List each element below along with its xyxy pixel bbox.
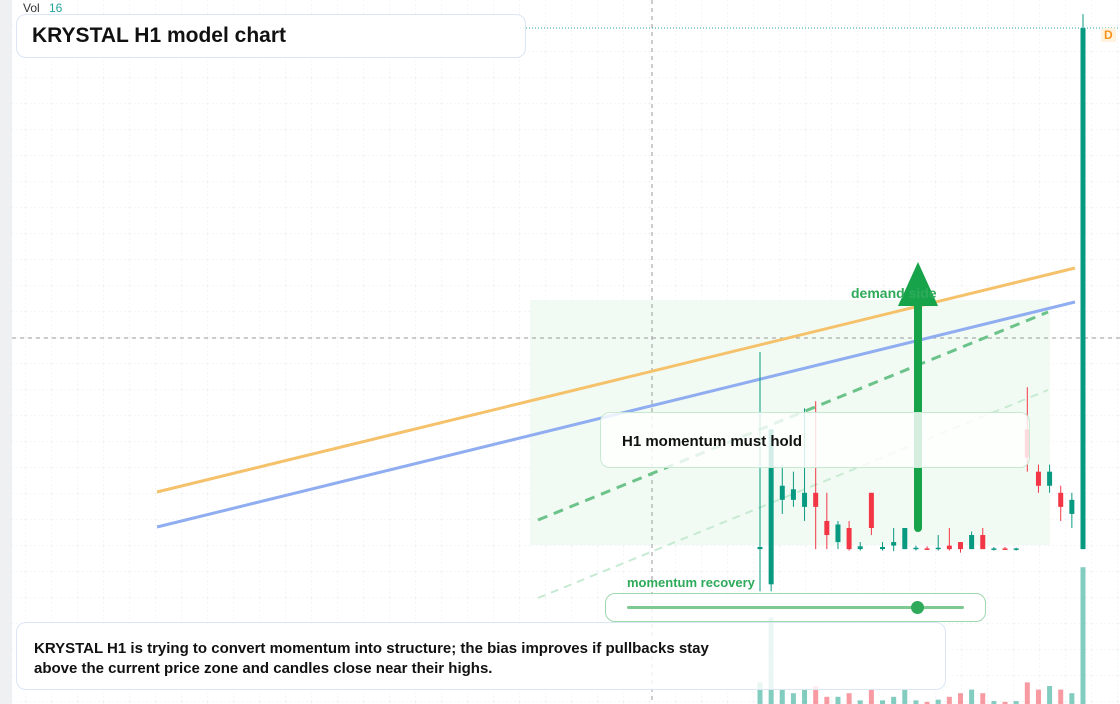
volume-bar <box>1024 682 1030 704</box>
volume-bar <box>757 682 763 704</box>
demand-label: demand side <box>851 285 937 301</box>
volume-bar <box>891 696 897 704</box>
candle-body <box>757 547 763 550</box>
candle-body <box>946 545 952 550</box>
vol-label: Vol <box>23 1 40 15</box>
candle-body <box>1058 492 1064 507</box>
volume-bar <box>1035 689 1041 704</box>
slider-box <box>605 593 986 622</box>
trendline-faint <box>537 389 1049 599</box>
volume-bar <box>946 696 952 704</box>
hold-label: H1 momentum must hold <box>622 433 803 450</box>
candle-body <box>1013 548 1019 550</box>
candle-body <box>957 542 963 550</box>
title: KRYSTAL H1 model chart <box>32 24 286 47</box>
volume-bar <box>846 693 852 704</box>
momentum-label: momentum recovery <box>627 575 755 590</box>
candle-body <box>1002 548 1008 550</box>
note: KRYSTAL H1 is trying to convert momentum… <box>34 640 709 677</box>
volume-bar <box>991 701 997 704</box>
volume-bar <box>957 693 963 704</box>
candle-body <box>902 528 908 550</box>
volume-bar <box>924 701 930 704</box>
left-edge <box>0 0 12 704</box>
volume-bar <box>868 689 874 704</box>
volume-bar <box>824 696 830 704</box>
candle-body <box>846 528 852 550</box>
candle-body <box>790 489 796 500</box>
volume-bar <box>813 686 819 704</box>
candle-body <box>768 429 774 585</box>
candle-body <box>835 524 841 543</box>
candle-body <box>891 542 897 546</box>
candle-body <box>991 548 997 550</box>
volume-bar <box>969 689 975 704</box>
candle-body <box>779 485 785 500</box>
volume-bar <box>902 689 908 704</box>
candle-body <box>980 535 986 550</box>
volume-bar <box>857 700 863 704</box>
candle-body <box>824 520 830 536</box>
volume-bar <box>880 700 886 704</box>
candle-body <box>1069 499 1075 514</box>
candle-body <box>935 547 941 550</box>
volume-bar <box>935 699 941 704</box>
volume-bar <box>802 689 808 704</box>
hold-box <box>600 412 1030 468</box>
candle-body <box>1047 471 1053 486</box>
candle-body <box>857 546 863 550</box>
candle-body <box>1035 471 1041 486</box>
slider-knob[interactable] <box>911 601 924 614</box>
price-tag: D <box>1101 28 1116 42</box>
volume-bar <box>1080 567 1086 704</box>
candle-body <box>868 492 874 528</box>
candle-body <box>913 547 919 550</box>
vol-value: 16 <box>49 1 63 15</box>
candle-body <box>813 492 819 507</box>
candle-body <box>802 492 808 507</box>
arrow-head <box>898 262 938 306</box>
volume-bar <box>1058 689 1064 704</box>
volume-bar <box>980 693 986 704</box>
volume-bar <box>1047 686 1053 704</box>
volume-bar <box>1069 693 1075 704</box>
candle-body <box>880 547 886 550</box>
note-box <box>16 622 946 690</box>
candle-body <box>924 548 930 550</box>
volume-bar <box>1013 701 1019 704</box>
volume-bar <box>835 696 841 704</box>
volume-bar <box>790 693 796 704</box>
volume-bar <box>1002 701 1008 704</box>
volume-bar <box>779 689 785 704</box>
volume-bar <box>913 700 919 704</box>
candle-body <box>969 535 975 550</box>
slider-track <box>627 606 964 609</box>
title-box <box>16 14 526 58</box>
candle-body <box>1080 28 1086 550</box>
